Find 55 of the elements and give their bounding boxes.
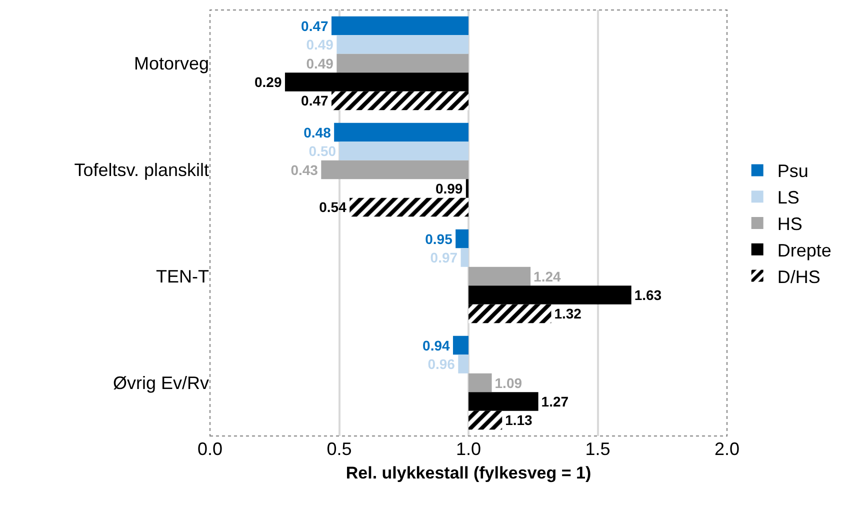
x-tick-label: 0.0 <box>197 439 223 459</box>
text: D/HS <box>777 266 820 287</box>
data-label: 0.50 <box>308 143 336 160</box>
y-tick-label: Tofeltsv. planskilt <box>74 160 209 180</box>
data-label: 0.47 <box>301 92 328 109</box>
bar <box>466 179 468 198</box>
bar <box>336 35 468 54</box>
bar <box>468 304 552 324</box>
data-label: 0.49 <box>306 55 334 72</box>
bar <box>468 286 632 304</box>
bar <box>460 248 468 267</box>
data-label: 1.32 <box>554 306 582 322</box>
x-tick-label: 1.5 <box>585 439 610 459</box>
legend-label: Drepte <box>777 240 832 260</box>
data-label: 0.95 <box>425 230 453 247</box>
bar <box>456 229 468 248</box>
data-label: 0.43 <box>290 162 318 178</box>
bar <box>468 410 502 430</box>
x-tick-label: 2.0 <box>714 439 740 459</box>
data-label: 1.24 <box>534 268 561 284</box>
bar <box>334 122 468 142</box>
y-tick-label: Motorveg <box>134 54 209 74</box>
data-label: 1.63 <box>634 286 662 303</box>
bar <box>452 336 468 355</box>
data-label: 0.48 <box>304 124 332 140</box>
data-label: 1.27 <box>541 393 569 410</box>
bar <box>336 54 468 73</box>
y-tick-label: TEN-T <box>156 266 209 287</box>
legend-label: HS <box>777 214 802 234</box>
legend-label: LS <box>777 188 800 208</box>
x-axis-title: Rel. ulykkestall (fylkesveg = 1) <box>346 463 592 482</box>
bar <box>331 16 468 36</box>
x-tick-label: 0.5 <box>326 439 352 459</box>
data-label: 0.47 <box>301 18 328 34</box>
data-label: 1.13 <box>505 412 533 428</box>
legend-label: Psu <box>777 161 808 182</box>
data-label: 1.09 <box>494 374 522 391</box>
bar <box>468 373 492 392</box>
data-label: 0.97 <box>430 250 458 266</box>
bar <box>458 354 468 374</box>
data-label: 0.99 <box>435 180 463 196</box>
data-label: 0.96 <box>428 356 456 372</box>
x-tick-label: 1.0 <box>456 439 482 459</box>
bar <box>350 198 468 217</box>
data-label: 0.49 <box>306 36 334 53</box>
bar <box>284 72 468 92</box>
bar <box>468 266 531 286</box>
bar <box>468 392 538 411</box>
data-label: 0.54 <box>319 199 347 216</box>
y-tick-label: Øvrig Ev/Rv <box>112 373 209 394</box>
bar <box>331 91 468 110</box>
data-label: 0.29 <box>254 74 282 90</box>
bar <box>339 142 468 160</box>
bar <box>321 160 468 180</box>
data-label: 0.94 <box>422 337 450 354</box>
